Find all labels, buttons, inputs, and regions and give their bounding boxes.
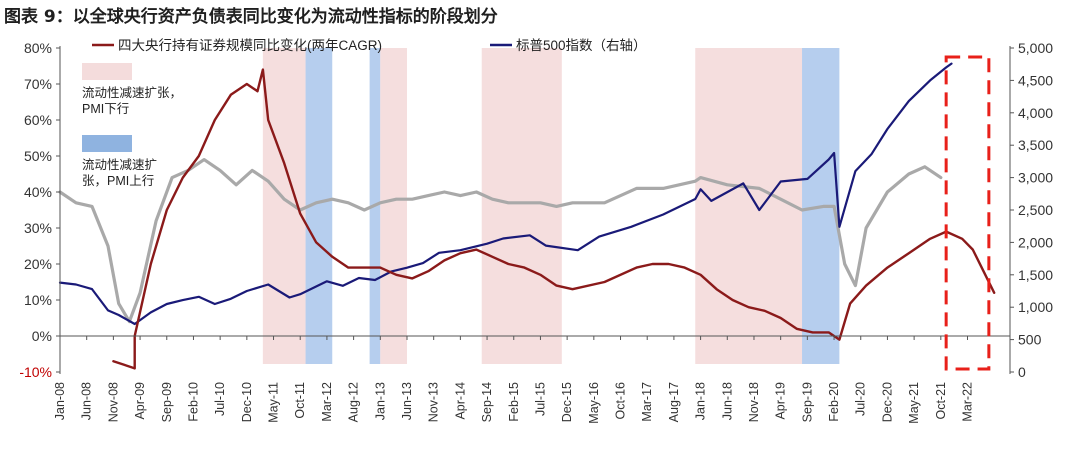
cagr-line: [112, 68, 996, 370]
x-tick-label: Jun-13: [400, 382, 414, 420]
pink-legend-text-line2: PMI下行: [82, 102, 129, 116]
x-tick-label: Dec-20: [880, 382, 894, 422]
x-tick-label: Jan-08: [53, 382, 67, 420]
y-right-tick-label: 2,000: [1018, 234, 1053, 250]
legend: 四大央行持有证券规模同比变化(两年CAGR) 标普500指数（右轴）: [92, 38, 647, 53]
x-tick-label: Feb-10: [187, 382, 201, 422]
x-tick-label: Jun-08: [80, 382, 94, 420]
annotation-swatches: [82, 63, 132, 152]
y-left-tick-label: 40%: [24, 184, 52, 200]
legend-spx-label: 标普500指数（右轴）: [516, 38, 647, 53]
axes: -10% 0% 10% 20% 30% 40% 50% 60% 70% 80% 0 500 1,000 1…: [19, 40, 1053, 424]
y-right-tick-label: 5,000: [1018, 40, 1053, 56]
y-right-tick-label: 1,000: [1018, 299, 1053, 315]
x-tick-label: Feb-20: [827, 382, 841, 422]
highlight-box: [944, 55, 991, 371]
x-tick-label: Dec-15: [560, 382, 574, 422]
x-tick-label: Aug-12: [347, 382, 361, 422]
series-lines: [58, 62, 996, 370]
y-left-tick-label: 70%: [24, 76, 52, 92]
y-right-tick-label: 4,000: [1018, 105, 1053, 121]
highlight-dashed-box: [944, 55, 991, 371]
x-tick-label: Aug-17: [667, 382, 681, 422]
y-right-tick-label: 0: [1018, 364, 1026, 380]
x-tick-label: Jan-13: [373, 382, 387, 420]
y-left-tick-label: 10%: [24, 292, 52, 308]
x-tick-label: Jul-20: [854, 382, 868, 416]
x-tick-label: Mar-12: [320, 382, 334, 422]
x-tick-label: Nov-13: [427, 382, 441, 422]
pink-legend-swatch: [82, 63, 132, 80]
x-tick-label: Nov-18: [747, 382, 761, 422]
y-left-tick-label: 60%: [24, 112, 52, 128]
y-left-tick-label: 30%: [24, 220, 52, 236]
x-tick-label: Sep-14: [480, 382, 494, 422]
blue-legend-swatch: [82, 135, 132, 152]
x-tick-label: Sep-19: [800, 382, 814, 422]
x-tick-label: Dec-10: [240, 382, 254, 422]
x-tick-label: Mar-22: [961, 382, 975, 422]
x-tick-label: Oct-16: [614, 382, 628, 420]
x-tick-label: Jan-18: [694, 382, 708, 420]
x-tick-label: Oct-21: [934, 382, 948, 420]
y-left-tick-label: -10%: [19, 364, 52, 380]
blue-legend-text-line1: 流动性减速扩: [82, 158, 157, 172]
pink-legend-text-line1: 流动性减速扩张，: [82, 85, 182, 100]
pink-shaded-band: [695, 48, 803, 364]
x-tick-label: Jun-18: [720, 382, 734, 420]
x-tick-label: Nov-08: [106, 382, 120, 422]
y-right-tick-label: 3,500: [1018, 137, 1053, 153]
x-tick-label: Sep-09: [160, 382, 174, 422]
x-tick-label: Apr-09: [133, 382, 147, 420]
legend-cagr-label: 四大央行持有证券规模同比变化(两年CAGR): [118, 38, 382, 53]
y-right-tick-label: 1,500: [1018, 267, 1053, 283]
x-tick-label: May-16: [587, 382, 601, 424]
x-tick-label: Apr-14: [453, 382, 467, 420]
x-tick-label: Jul-15: [533, 382, 547, 416]
y-left-tick-label: 80%: [24, 40, 52, 56]
y-right-tick-label: 2,500: [1018, 202, 1053, 218]
x-tick-label: Jul-10: [213, 382, 227, 416]
chart-title: 图表 9：以全球央行资产负债表同比变化为流动性指标的阶段划分: [4, 7, 498, 27]
pmi-line: [58, 158, 943, 324]
y-left-tick-label: 0%: [32, 328, 52, 344]
x-tick-label: Apr-19: [774, 382, 788, 420]
pink-shaded-band: [380, 48, 407, 364]
x-tick-label: May-21: [907, 382, 921, 424]
x-tick-label: Mar-17: [640, 382, 654, 422]
y-left-tick-label: 50%: [24, 148, 52, 164]
y-left-tick-label: 20%: [24, 256, 52, 272]
x-tick-label: May-11: [267, 382, 281, 423]
spx-line: [58, 62, 953, 326]
x-tick-label: Feb-15: [507, 382, 521, 422]
y-right-tick-label: 4,500: [1018, 72, 1053, 88]
pink-shaded-band: [262, 48, 306, 364]
y-right-tick-label: 3,000: [1018, 170, 1053, 186]
blue-legend-text-line2: 张，PMI上行: [82, 173, 154, 188]
x-tick-label: Oct-11: [293, 382, 307, 419]
y-right-tick-label: 500: [1018, 332, 1042, 348]
